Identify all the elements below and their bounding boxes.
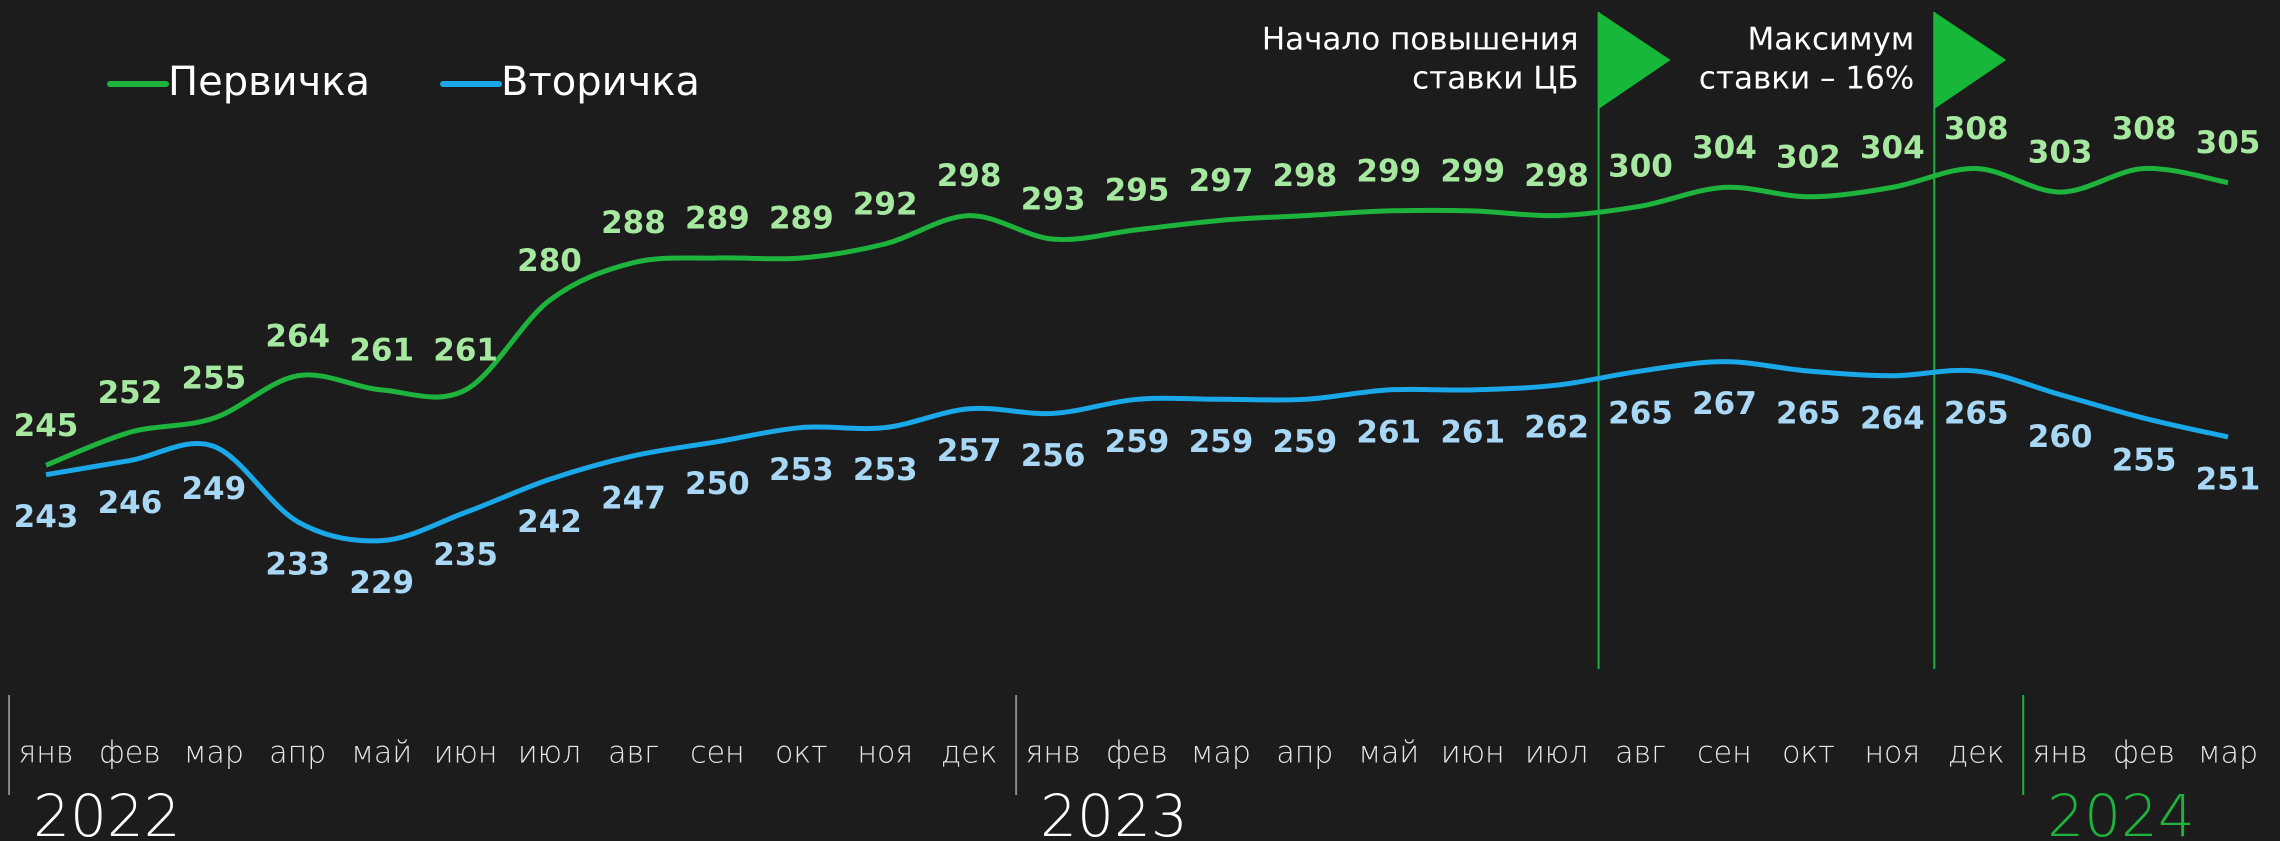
data-label: 267	[1692, 386, 1757, 422]
x-tick-label: май	[1358, 736, 1419, 771]
data-label: 242	[517, 504, 582, 540]
year-label: 2022	[33, 782, 181, 841]
data-label: 265	[1944, 396, 2009, 432]
data-label: 308	[2112, 111, 2177, 147]
data-label: 261	[349, 332, 414, 368]
x-tick-label: мар	[2198, 736, 2258, 771]
data-label: 253	[853, 452, 918, 488]
x-tick-label: фев	[99, 736, 161, 771]
data-label: 288	[601, 205, 666, 241]
data-label: 233	[265, 546, 330, 582]
data-label: 298	[1524, 158, 1589, 194]
data-label: 243	[14, 499, 79, 535]
legend-label: Вторичка	[501, 59, 700, 105]
data-label: 262	[1524, 410, 1589, 446]
data-label: 235	[433, 537, 498, 573]
data-label: 289	[769, 201, 834, 237]
data-label: 257	[937, 433, 1002, 469]
data-label: 299	[1440, 153, 1505, 189]
x-tick-label: май	[351, 736, 412, 771]
data-label: 305	[2196, 125, 2261, 161]
data-label: 298	[937, 158, 1002, 194]
data-label: 246	[98, 485, 163, 521]
data-label: 293	[1021, 182, 1086, 218]
data-label: 265	[1608, 396, 1673, 432]
data-label: 280	[517, 243, 582, 279]
annotation-text: ставки ЦБ	[1412, 61, 1578, 97]
data-label: 304	[1860, 130, 1925, 166]
x-tick-label: янв	[1026, 736, 1081, 771]
x-tick-label: мар	[1191, 736, 1251, 771]
data-label: 302	[1776, 139, 1841, 175]
x-tick-label: янв	[19, 736, 74, 771]
x-tick-label: фев	[2113, 736, 2175, 771]
data-label: 261	[1440, 414, 1505, 450]
x-tick-label: авг	[608, 736, 659, 771]
annotation-flag	[1934, 12, 2007, 109]
data-label: 260	[2028, 419, 2093, 455]
data-label: 261	[433, 332, 498, 368]
data-label: 259	[1189, 424, 1254, 460]
annotation-text: Максимум	[1747, 22, 1914, 58]
data-label: 251	[2196, 461, 2261, 497]
data-label: 265	[1776, 396, 1841, 432]
data-label: 304	[1692, 130, 1757, 166]
x-tick-label: дек	[1948, 736, 2005, 771]
data-label: 247	[601, 480, 666, 516]
x-tick-label: июл	[1525, 736, 1588, 771]
data-label: 249	[181, 471, 246, 507]
data-label: 245	[14, 408, 79, 444]
data-label: 298	[1272, 158, 1337, 194]
x-tick-label: июн	[434, 736, 498, 771]
legend-label: Первичка	[168, 59, 370, 105]
x-tick-label: мар	[184, 736, 244, 771]
data-label: 253	[769, 452, 834, 488]
series-line	[45, 165, 2229, 468]
data-label: 289	[685, 201, 750, 237]
data-label: 259	[1105, 424, 1170, 460]
x-tick-label: ноя	[857, 736, 913, 771]
series-line	[45, 359, 2229, 544]
data-label: 292	[853, 186, 918, 222]
x-tick-label: дек	[941, 736, 998, 771]
x-tick-label: янв	[2033, 736, 2088, 771]
data-label: 295	[1105, 172, 1170, 208]
x-tick-label: авг	[1615, 736, 1666, 771]
data-label: 229	[349, 565, 414, 601]
year-label: 2024	[2047, 782, 2195, 841]
annotation-text: Начало повышения	[1262, 22, 1579, 58]
data-label: 256	[1021, 438, 1086, 474]
data-label: 250	[685, 466, 750, 502]
x-tick-label: окт	[775, 736, 828, 771]
x-tick-label: окт	[1782, 736, 1835, 771]
data-label: 255	[2112, 443, 2177, 479]
data-label: 255	[181, 361, 246, 397]
data-label: 264	[1860, 400, 1925, 436]
data-label: 297	[1189, 163, 1254, 199]
x-tick-label: июл	[518, 736, 581, 771]
annotation-text: ставки – 16%	[1699, 61, 1914, 97]
data-label: 303	[2028, 135, 2093, 171]
data-label: 261	[1356, 414, 1421, 450]
data-label: 300	[1608, 149, 1673, 185]
data-label: 264	[265, 318, 330, 354]
x-tick-label: апр	[269, 736, 326, 771]
x-tick-label: ноя	[1864, 736, 1920, 771]
data-label: 259	[1272, 424, 1337, 460]
data-label: 299	[1356, 153, 1421, 189]
x-tick-label: июн	[1441, 736, 1505, 771]
annotation-flag	[1598, 12, 1671, 109]
x-tick-label: фев	[1106, 736, 1168, 771]
year-label: 2023	[1040, 782, 1188, 841]
data-label: 252	[98, 375, 163, 411]
data-label: 308	[1944, 111, 2009, 147]
x-tick-label: сен	[1697, 736, 1752, 771]
x-tick-label: апр	[1276, 736, 1333, 771]
x-tick-label: сен	[690, 736, 745, 771]
